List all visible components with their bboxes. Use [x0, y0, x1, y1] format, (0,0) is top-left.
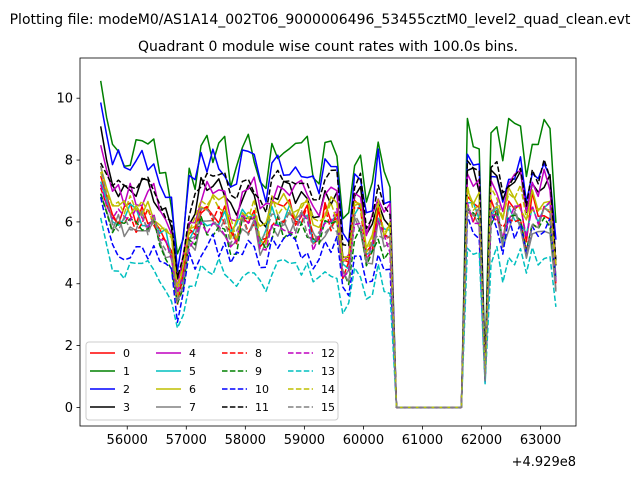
chart-suptitle: Plotting file: modeM0/AS1A14_002T06_9000… — [10, 12, 631, 28]
y-tick-label: 8 — [65, 154, 73, 169]
series-line-13 — [99, 217, 557, 409]
x-offset-label: +4.929e8 — [512, 455, 576, 470]
legend-label-5: 5 — [189, 365, 196, 378]
legend-label-7: 7 — [189, 401, 196, 414]
x-tick-label: 56000 — [107, 433, 148, 448]
y-tick-label: 2 — [65, 339, 73, 354]
legend — [85, 341, 339, 421]
legend-label-0: 0 — [123, 347, 130, 360]
series-line-11 — [100, 158, 557, 409]
series-line-15 — [99, 165, 557, 409]
y-tick-label: 4 — [65, 277, 73, 292]
legend-label-13: 13 — [321, 365, 335, 378]
chart-title: Quadrant 0 module wise count rates with … — [138, 39, 518, 55]
x-tick-label: 58000 — [225, 433, 266, 448]
x-tick-label: 59000 — [284, 433, 325, 448]
x-tick-label: 57000 — [166, 433, 207, 448]
legend-label-15: 15 — [321, 401, 335, 414]
x-tick-label: 63000 — [520, 433, 561, 448]
legend-label-3: 3 — [123, 401, 130, 414]
legend-label-8: 8 — [255, 347, 262, 360]
series-line-12 — [99, 184, 557, 409]
legend-label-6: 6 — [189, 383, 196, 396]
x-tick-label: 60000 — [343, 433, 384, 448]
legend-label-11: 11 — [255, 401, 269, 414]
legend-label-9: 9 — [255, 365, 262, 378]
legend-label-4: 4 — [189, 347, 196, 360]
legend-label-1: 1 — [123, 365, 130, 378]
x-tick-label: 62000 — [461, 433, 502, 448]
series-line-14 — [99, 171, 557, 409]
y-tick-label: 0 — [65, 401, 73, 416]
legend-label-14: 14 — [321, 383, 335, 396]
axes-frame — [79, 57, 577, 427]
legend-label-2: 2 — [123, 383, 130, 396]
x-tick-label: 61000 — [402, 433, 443, 448]
y-tick-label: 6 — [65, 215, 73, 230]
legend-label-12: 12 — [321, 347, 335, 360]
legend-label-10: 10 — [255, 383, 269, 396]
y-tick-label: 10 — [56, 92, 73, 107]
